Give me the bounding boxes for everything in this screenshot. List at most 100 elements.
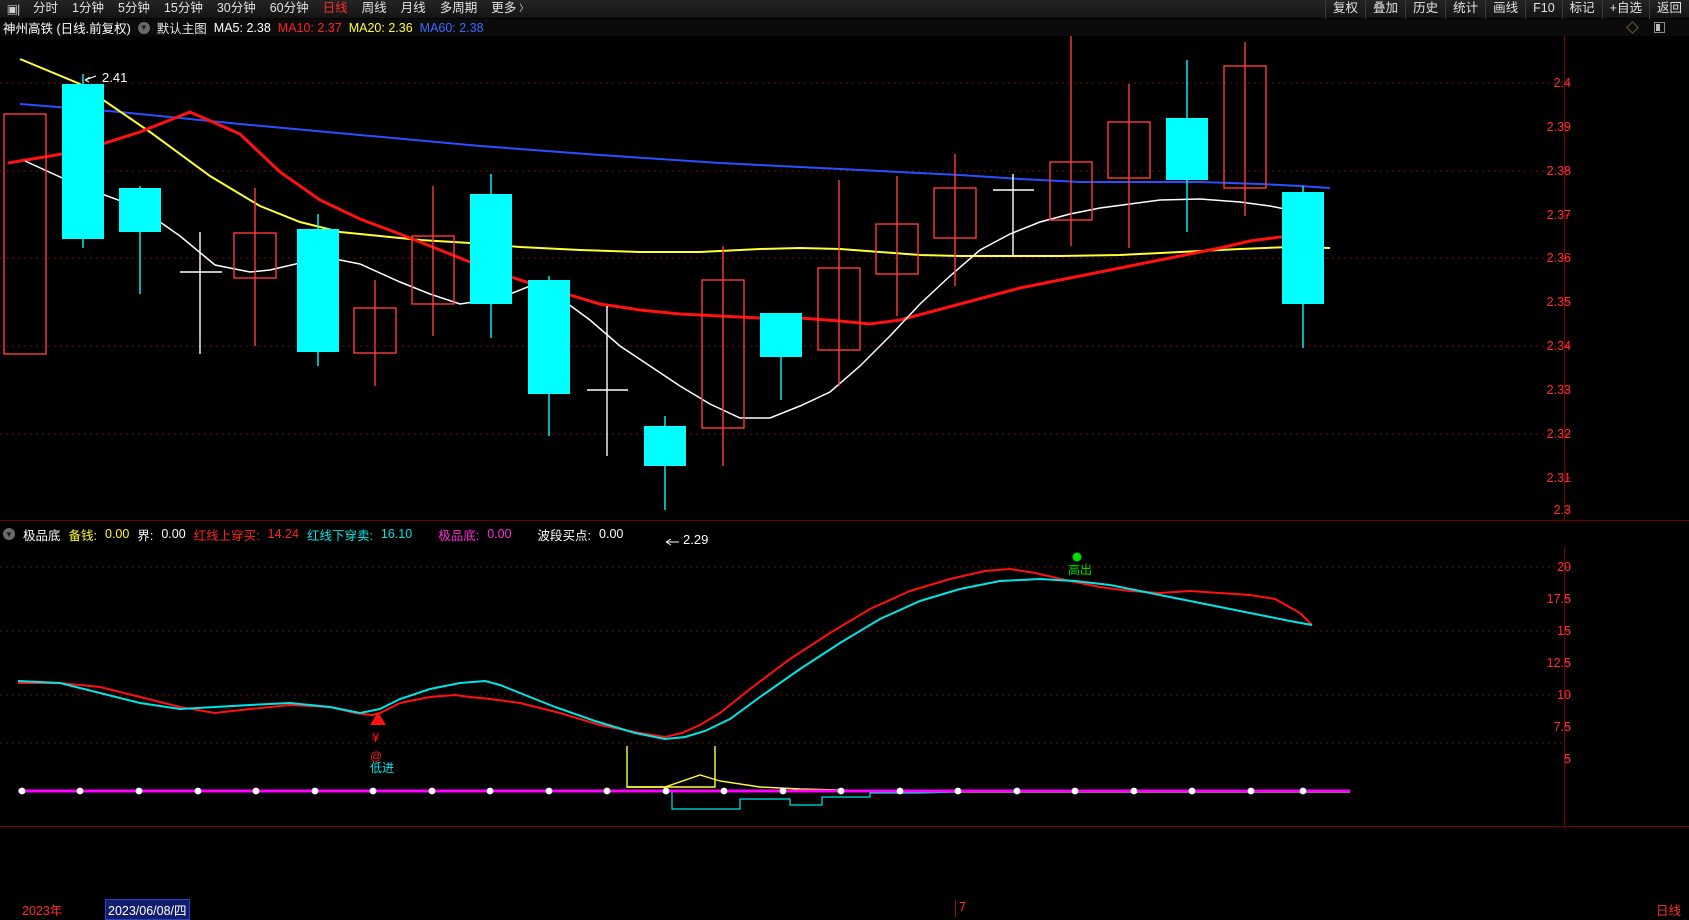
indicator-yellow-box — [626, 746, 716, 788]
month-marker-label: 7 — [955, 900, 966, 917]
indicator-red-line — [18, 567, 1313, 739]
indicator-chart-pane[interactable]: 高出 ¥ @ 低进 — [0, 547, 1564, 826]
ind-tick-7-5: 7.5 — [1553, 720, 1571, 734]
app-logo-icon[interactable]: ▣| — [6, 2, 20, 16]
price-tick-2-33: 2.33 — [1546, 383, 1571, 397]
period-tab-monthly[interactable]: 月线 — [400, 1, 426, 15]
buy-low-label: 低进 — [370, 761, 395, 775]
period-tab-1min[interactable]: 1分钟 — [72, 1, 104, 15]
button-back[interactable]: 返回 — [1648, 0, 1689, 19]
price-tick-2-39: 2.39 — [1546, 120, 1571, 134]
sell-high-label: 高出 — [1068, 563, 1093, 577]
indicator-axis[interactable]: 20 17.5 15 12.5 10 7.5 5 — [1547, 547, 1689, 826]
low-price-label: 2.29 — [683, 532, 709, 547]
price-tick-2-40: 2.4 — [1553, 76, 1571, 90]
indicator-grid-lines — [0, 566, 1564, 744]
indicator-jipindi-value: 0.00 — [487, 527, 512, 541]
indicator-jie-label: 界: — [137, 528, 154, 543]
button-add-watchlist[interactable]: +自选 — [1601, 0, 1649, 19]
yen-marker-icon: ¥ — [372, 730, 380, 745]
period-tab-daily[interactable]: 日线 — [322, 1, 348, 15]
year-label: 2023年 — [22, 904, 63, 918]
indicator-title[interactable]: 极品底 — [23, 528, 61, 543]
arrow-left-icon — [84, 75, 97, 83]
chevron-down-icon[interactable]: ▼ — [137, 21, 150, 34]
indicator-buy-cross-label: 红线上穿买: — [193, 528, 260, 543]
price-tick-2-38: 2.38 — [1546, 164, 1571, 178]
bottom-bar — [0, 827, 1689, 917]
period-tab-multi[interactable]: 多周期 — [439, 1, 478, 15]
ma10-value: MA10: 2.37 — [277, 20, 342, 35]
ind-tick-5: 5 — [1564, 752, 1571, 766]
sell-high-marker: 高出 — [1068, 561, 1092, 578]
button-diejia[interactable]: 叠加 — [1365, 0, 1405, 19]
high-price-annotation: 2.41 — [84, 70, 127, 85]
indicator-header: ▼ 极品底 备钱: 0.00 界: 0.00 红线上穿买: 14.24 红线下穿… — [0, 521, 1689, 547]
indicator-beiqian-value: 0.00 — [105, 527, 130, 541]
ma60-line — [19, 103, 1331, 189]
price-tick-2-37: 2.37 — [1546, 208, 1571, 222]
ma10-line — [7, 110, 1321, 326]
indicator-swing-buy-value: 0.00 — [599, 527, 624, 541]
ind-tick-10: 10 — [1557, 688, 1571, 702]
ma20-value: MA20: 2.36 — [348, 20, 413, 35]
chevron-right-icon: 〉 — [519, 3, 529, 13]
top-toolbar: ▣| 分时 1分钟 5分钟 15分钟 30分钟 60分钟 日线 周线 月线 多周… — [0, 0, 1689, 19]
button-biaoji[interactable]: 标记 — [1561, 0, 1602, 19]
button-f10[interactable]: F10 — [1525, 0, 1562, 19]
candlestick-series — [3, 36, 1324, 510]
buy-triangle-icon — [370, 712, 386, 725]
button-tongji[interactable]: 统计 — [1445, 0, 1485, 19]
ma5-line — [24, 160, 1301, 419]
pane-divider[interactable] — [0, 520, 1689, 521]
ma60-value: MA60: 2.38 — [419, 20, 484, 35]
indicator-band-dots — [18, 787, 1307, 795]
chevron-down-icon[interactable]: ▼ — [3, 528, 15, 540]
indicator-buy-cross-value: 14.24 — [267, 527, 299, 541]
ind-tick-17-5: 17.5 — [1546, 592, 1571, 606]
ind-tick-15: 15 — [1557, 624, 1571, 638]
arrow-left-icon — [665, 538, 679, 545]
more-label: 更多 — [491, 1, 517, 15]
price-tick-2-34: 2.34 — [1546, 339, 1571, 353]
period-tab-60min[interactable]: 60分钟 — [269, 1, 309, 15]
indicator-chart-svg — [0, 552, 1564, 810]
high-price-label: 2.41 — [102, 70, 128, 85]
date-axis-bar: 2023年 2023/06/08/四 7 日线 — [0, 899, 1689, 920]
header-icon-group — [1626, 21, 1682, 34]
indicator-cyan-steps — [671, 791, 1350, 810]
stock-name-label: 神州高铁 (日线.前复权) — [3, 22, 131, 36]
ind-tick-20: 20 — [1557, 560, 1571, 574]
button-lishi[interactable]: 历史 — [1405, 0, 1445, 19]
price-tick-2-30: 2.3 — [1553, 503, 1571, 517]
price-chart-pane[interactable]: 2.41 2.29 — [0, 36, 1564, 547]
ma5-value: MA5: 2.38 — [213, 20, 271, 35]
period-label: 日线 — [1655, 904, 1681, 918]
button-huaxian[interactable]: 画线 — [1485, 0, 1525, 19]
split-pane-icon[interactable] — [1654, 22, 1665, 33]
period-tab-weekly[interactable]: 周线 — [361, 1, 387, 15]
main-chart-name-label[interactable]: 默认主图 — [156, 22, 207, 36]
quote-header: 神州高铁 (日线.前复权) ▼ 默认主图 MA5: 2.38 MA10: 2.3… — [0, 19, 1689, 36]
period-tab-more[interactable]: 更多 〉 — [484, 0, 535, 19]
period-tab-5min[interactable]: 5分钟 — [117, 1, 150, 15]
price-chart-svg — [0, 36, 1564, 510]
period-tab-15min[interactable]: 15分钟 — [163, 1, 203, 15]
indicator-cyan-line — [17, 577, 1313, 741]
button-fuquan[interactable]: 复权 — [1325, 0, 1365, 19]
at-symbol-icon: @ — [370, 749, 383, 763]
price-axis[interactable]: 2.4 2.39 2.38 2.37 2.36 2.35 2.34 2.33 2… — [1547, 36, 1689, 520]
buy-low-marker: @ 低进 — [370, 750, 394, 774]
period-tab-fenshi[interactable]: 分时 — [33, 1, 59, 15]
indicator-sell-cross-label: 红线下穿卖: — [306, 528, 373, 543]
indicator-jipindi-label: 极品底: — [438, 528, 480, 543]
price-tick-2-32: 2.32 — [1546, 427, 1571, 441]
toolbar-right-group: 复权 叠加 历史 统计 画线 F10 标记 +自选 返回 — [1325, 0, 1689, 19]
indicator-sell-cross-value: 16.10 — [380, 527, 413, 541]
toolbar-left-group: ▣| 分时 1分钟 5分钟 15分钟 30分钟 60分钟 日线 周线 月线 多周… — [0, 0, 535, 19]
diamond-icon[interactable] — [1626, 21, 1639, 34]
price-tick-2-31: 2.31 — [1546, 471, 1571, 485]
price-tick-2-35: 2.35 — [1546, 295, 1571, 309]
period-tab-30min[interactable]: 30分钟 — [216, 1, 256, 15]
bottom-divider — [0, 826, 1689, 827]
